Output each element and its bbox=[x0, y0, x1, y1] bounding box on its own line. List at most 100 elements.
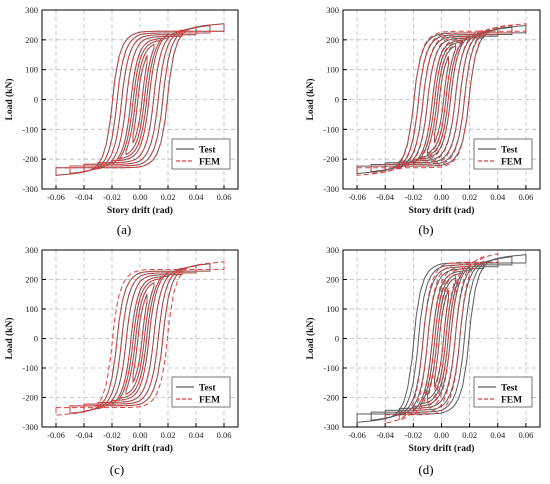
legend: Test FEM bbox=[171, 376, 231, 408]
loop-fem bbox=[398, 256, 485, 421]
y-tick-label: 300 bbox=[25, 245, 38, 255]
legend: Test FEM bbox=[473, 138, 533, 170]
chart-panel-b: -0.06 -0.04 -0.02 0.00 0.02 0.04 0.06 300 200 100… bbox=[305, 5, 541, 216]
x-tick-label: -0.02 bbox=[404, 192, 422, 202]
legend-box bbox=[171, 138, 231, 170]
y-tick-label: 0 bbox=[34, 334, 38, 344]
panel-caption: (a) bbox=[117, 222, 131, 237]
legend-label-test: Test bbox=[501, 384, 518, 394]
x-tick-label: 0.04 bbox=[189, 192, 205, 202]
legend-label-test: Test bbox=[501, 146, 518, 156]
loop-fem bbox=[118, 276, 162, 401]
loops bbox=[55, 23, 225, 176]
panel-caption: (b) bbox=[418, 222, 433, 237]
x-tick-label: 0.04 bbox=[189, 430, 205, 440]
loop-fem bbox=[97, 29, 183, 170]
y-tick-label: 300 bbox=[25, 5, 38, 15]
x-tick-label: -0.06 bbox=[47, 430, 65, 440]
x-tick-label: 0.06 bbox=[217, 192, 232, 202]
y-tick-label: 100 bbox=[326, 65, 339, 75]
loops bbox=[55, 261, 225, 416]
loop-fem bbox=[55, 23, 225, 176]
y-tick-label: 0 bbox=[34, 95, 38, 105]
x-axis-label: Story drift (rad) bbox=[409, 443, 475, 454]
loop-fem bbox=[426, 43, 457, 156]
loop-fem bbox=[55, 261, 225, 416]
y-tick-label: 200 bbox=[25, 35, 38, 45]
x-tick-label: -0.04 bbox=[376, 430, 394, 440]
x-tick-label: 0.06 bbox=[518, 430, 533, 440]
loop-fem bbox=[434, 287, 449, 390]
loop-fem bbox=[69, 263, 211, 414]
y-tick-label: -300 bbox=[323, 184, 339, 194]
x-tick-label: -0.04 bbox=[376, 192, 394, 202]
series-fem bbox=[384, 253, 499, 424]
loop-fem bbox=[370, 25, 513, 174]
chart-panel-c: -0.06 -0.04 -0.02 0.00 0.02 0.04 0.06 300 200 100… bbox=[4, 245, 239, 454]
legend: Test FEM bbox=[171, 138, 231, 170]
legend-label-test: Test bbox=[199, 146, 216, 156]
loop-fem bbox=[434, 55, 449, 144]
chart-panel-a: -0.06 -0.04 -0.02 0.00 0.02 0.04 0.06 300 200 100… bbox=[4, 5, 239, 216]
y-tick-label: -300 bbox=[22, 184, 38, 194]
y-tick-label: -100 bbox=[323, 363, 339, 373]
loop-test bbox=[419, 270, 464, 407]
y-axis-label: Load (kN) bbox=[4, 79, 15, 121]
x-tick-label: -0.04 bbox=[75, 192, 93, 202]
y-tick-label: 300 bbox=[326, 245, 339, 255]
loop-fem bbox=[132, 294, 148, 383]
loop-fem bbox=[118, 37, 162, 162]
y-tick-label: 200 bbox=[25, 275, 38, 285]
y-tick-label: 100 bbox=[25, 304, 38, 314]
chart-panel-d: -0.06 -0.04 -0.02 0.00 0.02 0.04 0.06 300 200 100… bbox=[305, 245, 541, 454]
loop-fem bbox=[125, 43, 155, 156]
series-fem bbox=[55, 23, 225, 176]
loop-test bbox=[398, 261, 485, 416]
x-axis-label: Story drift (rad) bbox=[107, 205, 173, 216]
x-tick-label: -0.02 bbox=[404, 430, 422, 440]
loop-fem bbox=[97, 267, 183, 410]
x-tick-label: 0.00 bbox=[434, 430, 449, 440]
loop-fem bbox=[419, 266, 464, 411]
loop-fem bbox=[426, 272, 457, 405]
loop-fem bbox=[132, 54, 148, 144]
y-tick-label: -200 bbox=[22, 393, 38, 403]
loop-fem bbox=[83, 27, 197, 172]
x-tick-label: 0.00 bbox=[133, 430, 148, 440]
y-axis-label: Load (kN) bbox=[305, 79, 316, 121]
loop-test bbox=[419, 39, 464, 160]
loops bbox=[356, 23, 527, 176]
loop-fem bbox=[384, 253, 499, 424]
x-tick-label: 0.00 bbox=[133, 192, 148, 202]
x-tick-label: 0.02 bbox=[462, 192, 477, 202]
loop-fem bbox=[125, 282, 155, 395]
x-tick-label: -0.02 bbox=[103, 430, 121, 440]
x-axis-label: Story drift (rad) bbox=[107, 443, 173, 454]
loop-fem bbox=[111, 271, 169, 406]
x-axis-label: Story drift (rad) bbox=[409, 205, 475, 216]
loop-fem bbox=[412, 33, 471, 166]
loop-fem bbox=[83, 265, 197, 412]
y-tick-label: -100 bbox=[323, 124, 339, 134]
x-tick-label: -0.06 bbox=[348, 192, 366, 202]
x-tick-label: 0.06 bbox=[518, 192, 533, 202]
y-tick-label: 200 bbox=[326, 275, 339, 285]
legend-box bbox=[171, 376, 231, 408]
y-tick-label: -300 bbox=[22, 422, 38, 432]
legend-label-fem: FEM bbox=[199, 158, 220, 168]
y-axis-label: Load (kN) bbox=[4, 318, 15, 360]
x-tick-label: 0.06 bbox=[217, 430, 232, 440]
legend: Test FEM bbox=[473, 376, 533, 408]
loop-fem bbox=[384, 27, 499, 172]
loop-fem bbox=[69, 25, 211, 174]
x-tick-label: 0.00 bbox=[434, 192, 449, 202]
x-tick-label: -0.06 bbox=[348, 430, 366, 440]
y-tick-label: 100 bbox=[326, 304, 339, 314]
legend-label-fem: FEM bbox=[501, 396, 522, 406]
legend-label-fem: FEM bbox=[199, 396, 220, 406]
y-tick-label: -200 bbox=[323, 154, 339, 164]
legend-box bbox=[473, 138, 533, 170]
panel-caption: (d) bbox=[418, 462, 433, 477]
loop-fem bbox=[111, 33, 169, 166]
y-tick-label: -200 bbox=[323, 393, 339, 403]
